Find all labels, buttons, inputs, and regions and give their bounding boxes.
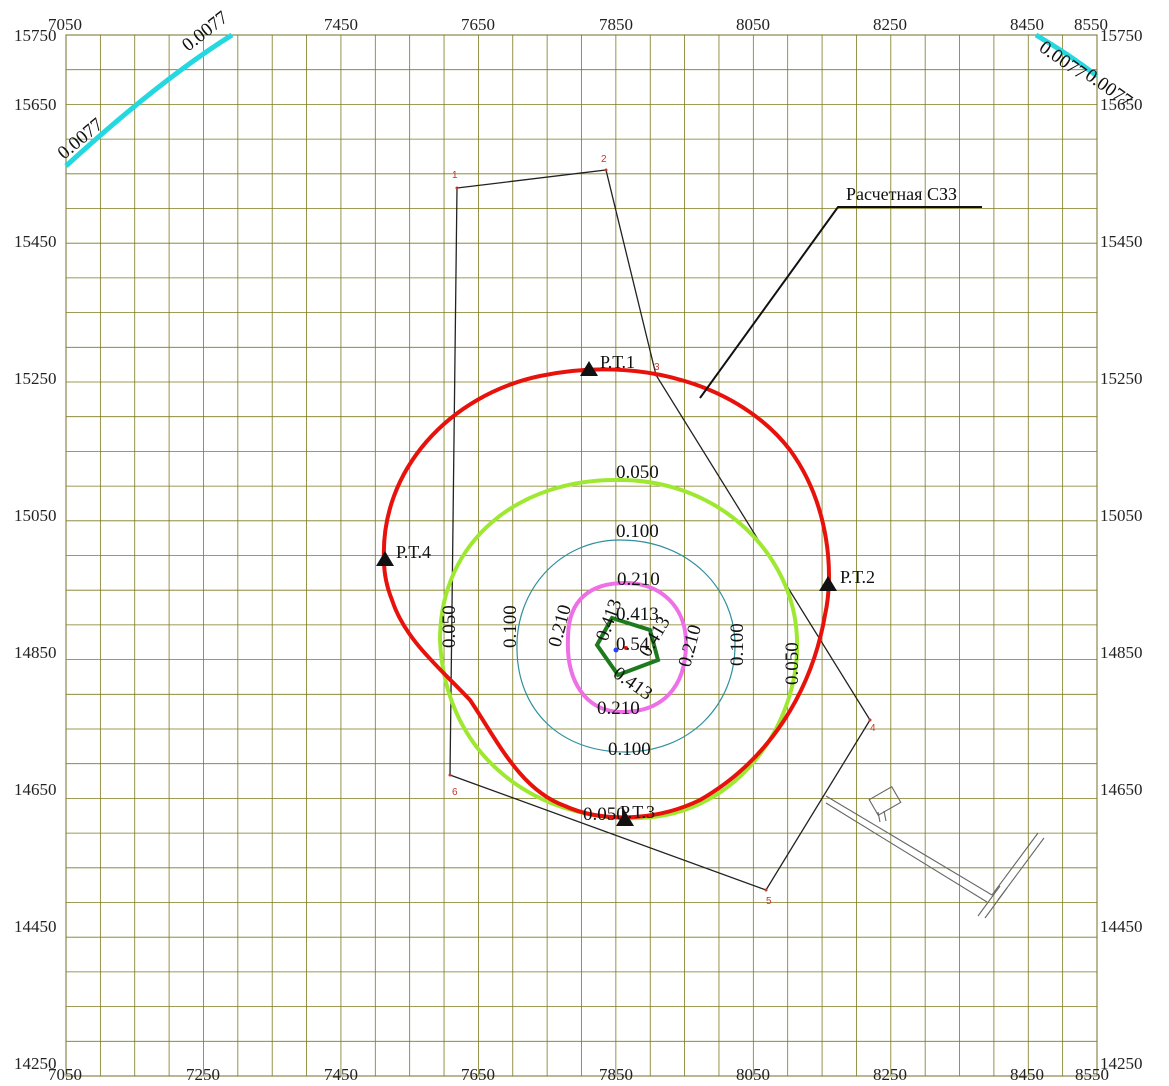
y-tick-right: 14250: [1100, 1054, 1143, 1073]
x-tick-top: 8450: [1010, 15, 1044, 34]
y-axis-left: 15750 15650 15450 15250 15050 14850 1465…: [14, 26, 57, 1073]
y-tick-right: 14850: [1100, 643, 1143, 662]
vertex-marker: [604, 168, 608, 172]
isoline-0210-label: 0.210: [617, 569, 660, 590]
isoline-0050-label: 0.050: [616, 462, 659, 483]
vertex-label: 1: [452, 170, 458, 181]
vertex-label: 3: [654, 362, 660, 373]
x-tick-bottom: 7250: [186, 1065, 220, 1084]
grid-lines: [65, 34, 1098, 1077]
vertex-label: 5: [766, 896, 772, 907]
triangle-icon: [819, 576, 837, 591]
x-tick-top: 8550: [1074, 15, 1108, 34]
max-value-label: 0.54: [616, 634, 650, 655]
y-tick-left: 14250: [14, 1054, 57, 1073]
y-tick-right: 15250: [1100, 369, 1143, 388]
x-tick-bottom: 8250: [873, 1065, 907, 1084]
y-tick-left: 15650: [14, 95, 57, 114]
isoline-0100-label: 0.100: [608, 739, 651, 760]
vertex-label: 4: [870, 723, 876, 734]
calc-point-rt1: Р.Т.1: [580, 352, 635, 376]
triangle-icon: [376, 551, 394, 566]
x-axis-bottom: 7050 7250 7450 7650 7850 8050 8250 8450 …: [48, 1065, 1109, 1084]
x-tick-top: 7450: [324, 15, 358, 34]
calc-point-label: Р.Т.4: [396, 542, 431, 562]
x-tick-bottom: 8450: [1010, 1065, 1044, 1084]
y-tick-right: 15450: [1100, 232, 1143, 251]
x-tick-bottom: 7050: [48, 1065, 82, 1084]
calc-point-rt3: Р.Т.3: [616, 802, 655, 826]
y-tick-right: 15750: [1100, 26, 1143, 45]
x-tick-bottom: 7650: [461, 1065, 495, 1084]
isoline-0413-label: 0.413: [616, 604, 659, 625]
y-tick-left: 14850: [14, 643, 57, 662]
max-point: [624, 646, 628, 650]
isoline-0050-label: 0.050: [439, 605, 460, 648]
x-tick-top: 7650: [461, 15, 495, 34]
calc-point-rt2: Р.Т.2: [819, 567, 875, 591]
vertex-marker: [448, 773, 452, 777]
isoline-0210-label: 0.210: [597, 698, 640, 719]
isoline-0210: [565, 580, 689, 715]
vertex-marker: [764, 888, 768, 892]
vertex-marker: [868, 718, 872, 722]
x-tick-top: 8050: [736, 15, 770, 34]
y-tick-left: 15450: [14, 232, 57, 251]
calc-point-rt4: Р.Т.4: [376, 542, 431, 566]
x-tick-top: 8250: [873, 15, 907, 34]
isoline-corner-left: [64, 32, 234, 168]
isoline-0050-label: 0.050: [782, 642, 803, 685]
y-tick-right: 15050: [1100, 506, 1143, 525]
isoline-0050: [437, 477, 800, 821]
isoline-0100: [516, 539, 736, 753]
y-tick-left: 14450: [14, 917, 57, 936]
vertex-label: 2: [601, 154, 607, 165]
x-tick-bottom: 8550: [1075, 1065, 1109, 1084]
triangle-icon: [580, 361, 598, 376]
x-tick-bottom: 7450: [324, 1065, 358, 1084]
y-tick-right: 15650: [1100, 95, 1143, 114]
x-axis-top: 7050 7450 7650 7850 8050 8250 8450 8550: [48, 15, 1108, 34]
isoline-0100-label: 0.100: [616, 521, 659, 542]
x-tick-bottom: 8050: [736, 1065, 770, 1084]
isoline-0100-label: 0.100: [727, 623, 748, 666]
y-tick-right: 14650: [1100, 780, 1143, 799]
isoline-0100-label: 0.100: [500, 605, 521, 648]
calc-point-label: Р.Т.1: [600, 352, 635, 372]
y-axis-right: 15750 15650 15450 15250 15050 14850 1465…: [1100, 26, 1143, 1073]
calculated-szz: [381, 367, 831, 820]
y-tick-left: 15250: [14, 369, 57, 388]
access-road: [825, 785, 1045, 919]
x-tick-top: 7850: [599, 15, 633, 34]
y-tick-left: 15050: [14, 506, 57, 525]
y-tick-left: 15750: [14, 26, 57, 45]
isoline-0413: [594, 615, 661, 678]
x-tick-top: 7050: [48, 15, 82, 34]
calc-point-label: Р.Т.2: [840, 567, 875, 587]
y-tick-left: 14650: [14, 780, 57, 799]
isoline-0050-label: 0.050: [583, 804, 626, 825]
szz-callout-label: Расчетная СЗЗ: [846, 184, 957, 204]
source-point: [613, 647, 619, 653]
y-tick-right: 14450: [1100, 917, 1143, 936]
isoline-corner-right: [1034, 32, 1099, 78]
triangle-icon: [616, 811, 634, 826]
szz-callout-leader: [699, 206, 982, 399]
calc-point-label: Р.Т.3: [620, 802, 655, 822]
x-tick-bottom: 7850: [599, 1065, 633, 1084]
vertex-marker: [455, 186, 459, 190]
vertex-label: 6: [452, 787, 458, 798]
